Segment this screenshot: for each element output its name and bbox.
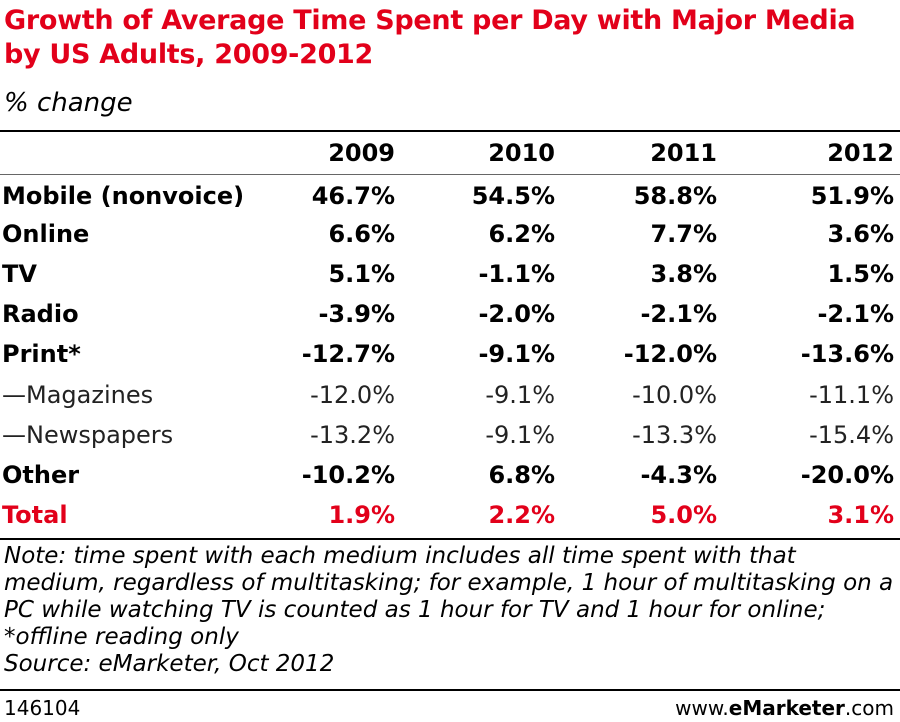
table-row-mobile: Mobile (nonvoice) 46.7% 54.5% 58.8% 51.9… bbox=[0, 174, 900, 214]
value-cell: -13.3% bbox=[632, 420, 717, 449]
bottom-rule bbox=[0, 538, 900, 540]
table-row-print: Print* -12.7% -9.1% -12.0% -13.6% bbox=[0, 334, 900, 374]
header-rule bbox=[0, 174, 900, 175]
value-cell: -4.3% bbox=[640, 460, 717, 489]
value-cell: -12.7% bbox=[301, 340, 395, 369]
value-cell: -2.0% bbox=[478, 300, 555, 329]
corner-cell bbox=[0, 132, 245, 174]
chart-title: Growth of Average Time Spent per Day wit… bbox=[4, 5, 856, 70]
brand-suffix: .com bbox=[844, 696, 894, 720]
row-label: —Newspapers bbox=[2, 420, 174, 449]
row-label: Total bbox=[2, 500, 68, 529]
value-cell: 2.2% bbox=[488, 500, 555, 529]
row-label: TV bbox=[2, 260, 37, 289]
top-rule bbox=[0, 130, 900, 132]
table-row-magazines: —Magazines -12.0% -9.1% -10.0% -11.1% bbox=[0, 374, 900, 414]
value-cell: -9.1% bbox=[485, 420, 555, 449]
value-cell: 1.5% bbox=[827, 260, 894, 289]
value-cell: -10.0% bbox=[632, 380, 717, 409]
value-cell: 54.5% bbox=[471, 182, 555, 211]
row-label: Print* bbox=[2, 340, 81, 369]
brand-name: eMarketer bbox=[728, 696, 845, 720]
column-header-2010: 2010 bbox=[488, 139, 555, 167]
value-cell: 7.7% bbox=[650, 220, 717, 249]
value-cell: 5.1% bbox=[328, 260, 395, 289]
value-cell: -13.2% bbox=[310, 420, 395, 449]
value-cell: 58.8% bbox=[633, 182, 717, 211]
value-cell: -2.1% bbox=[640, 300, 717, 329]
table-row-total: Total 1.9% 2.2% 5.0% 3.1% bbox=[0, 495, 900, 535]
column-header-2012: 2012 bbox=[827, 139, 894, 167]
table-row-radio: Radio -3.9% -2.0% -2.1% -2.1% bbox=[0, 294, 900, 334]
row-label: Other bbox=[2, 460, 80, 489]
value-cell: 3.1% bbox=[827, 500, 894, 529]
value-cell: 6.2% bbox=[488, 220, 555, 249]
source-text: Source: eMarketer, Oct 2012 bbox=[4, 651, 335, 677]
column-header-2011: 2011 bbox=[650, 139, 717, 167]
table-row-newspapers: —Newspapers -13.2% -9.1% -13.3% -15.4% bbox=[0, 415, 900, 455]
value-cell: -10.2% bbox=[301, 460, 395, 489]
value-cell: 6.6% bbox=[328, 220, 395, 249]
column-header-2009: 2009 bbox=[328, 139, 395, 167]
value-cell: -1.1% bbox=[478, 260, 555, 289]
value-cell: -12.0% bbox=[310, 380, 395, 409]
value-cell: 5.0% bbox=[650, 500, 717, 529]
row-label: Online bbox=[2, 220, 90, 249]
chart-subtitle: % change bbox=[4, 88, 133, 118]
value-cell: 3.8% bbox=[650, 260, 717, 289]
header-row: 2009 2010 2011 2012 bbox=[0, 132, 900, 174]
value-cell: -2.1% bbox=[817, 300, 894, 329]
table-row-tv: TV 5.1% -1.1% 3.8% 1.5% bbox=[0, 254, 900, 294]
table-row-other: Other -10.2% 6.8% -4.3% -20.0% bbox=[0, 455, 900, 495]
value-cell: 51.9% bbox=[810, 182, 894, 211]
value-cell: -11.1% bbox=[809, 380, 894, 409]
value-cell: 1.9% bbox=[328, 500, 395, 529]
value-cell: -12.0% bbox=[623, 340, 717, 369]
value-cell: 6.8% bbox=[488, 460, 555, 489]
footnote: Note: time spent with each medium includ… bbox=[4, 543, 894, 678]
value-cell: -3.9% bbox=[318, 300, 395, 329]
chart-id: 146104 bbox=[4, 696, 81, 720]
value-cell: -9.1% bbox=[478, 340, 555, 369]
value-cell: 3.6% bbox=[827, 220, 894, 249]
value-cell: -9.1% bbox=[485, 380, 555, 409]
value-cell: 46.7% bbox=[311, 182, 395, 211]
value-cell: -20.0% bbox=[800, 460, 894, 489]
note-text: Note: time spent with each medium includ… bbox=[4, 543, 894, 650]
value-cell: -15.4% bbox=[809, 420, 894, 449]
row-label: Mobile (nonvoice) bbox=[2, 182, 245, 211]
row-label: Radio bbox=[2, 300, 79, 329]
footer-rule bbox=[0, 689, 900, 691]
row-label: —Magazines bbox=[2, 380, 154, 409]
brand-prefix: www. bbox=[675, 696, 729, 720]
table-row-online: Online 6.6% 6.2% 7.7% 3.6% bbox=[0, 214, 900, 254]
data-table: 2009 2010 2011 2012 Mobile (nonvoice) 46… bbox=[0, 132, 900, 535]
value-cell: -13.6% bbox=[800, 340, 894, 369]
brand-logo: www.eMarketer.com bbox=[675, 696, 894, 720]
